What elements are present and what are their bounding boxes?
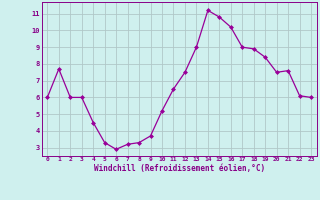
X-axis label: Windchill (Refroidissement éolien,°C): Windchill (Refroidissement éolien,°C) xyxy=(94,164,265,173)
